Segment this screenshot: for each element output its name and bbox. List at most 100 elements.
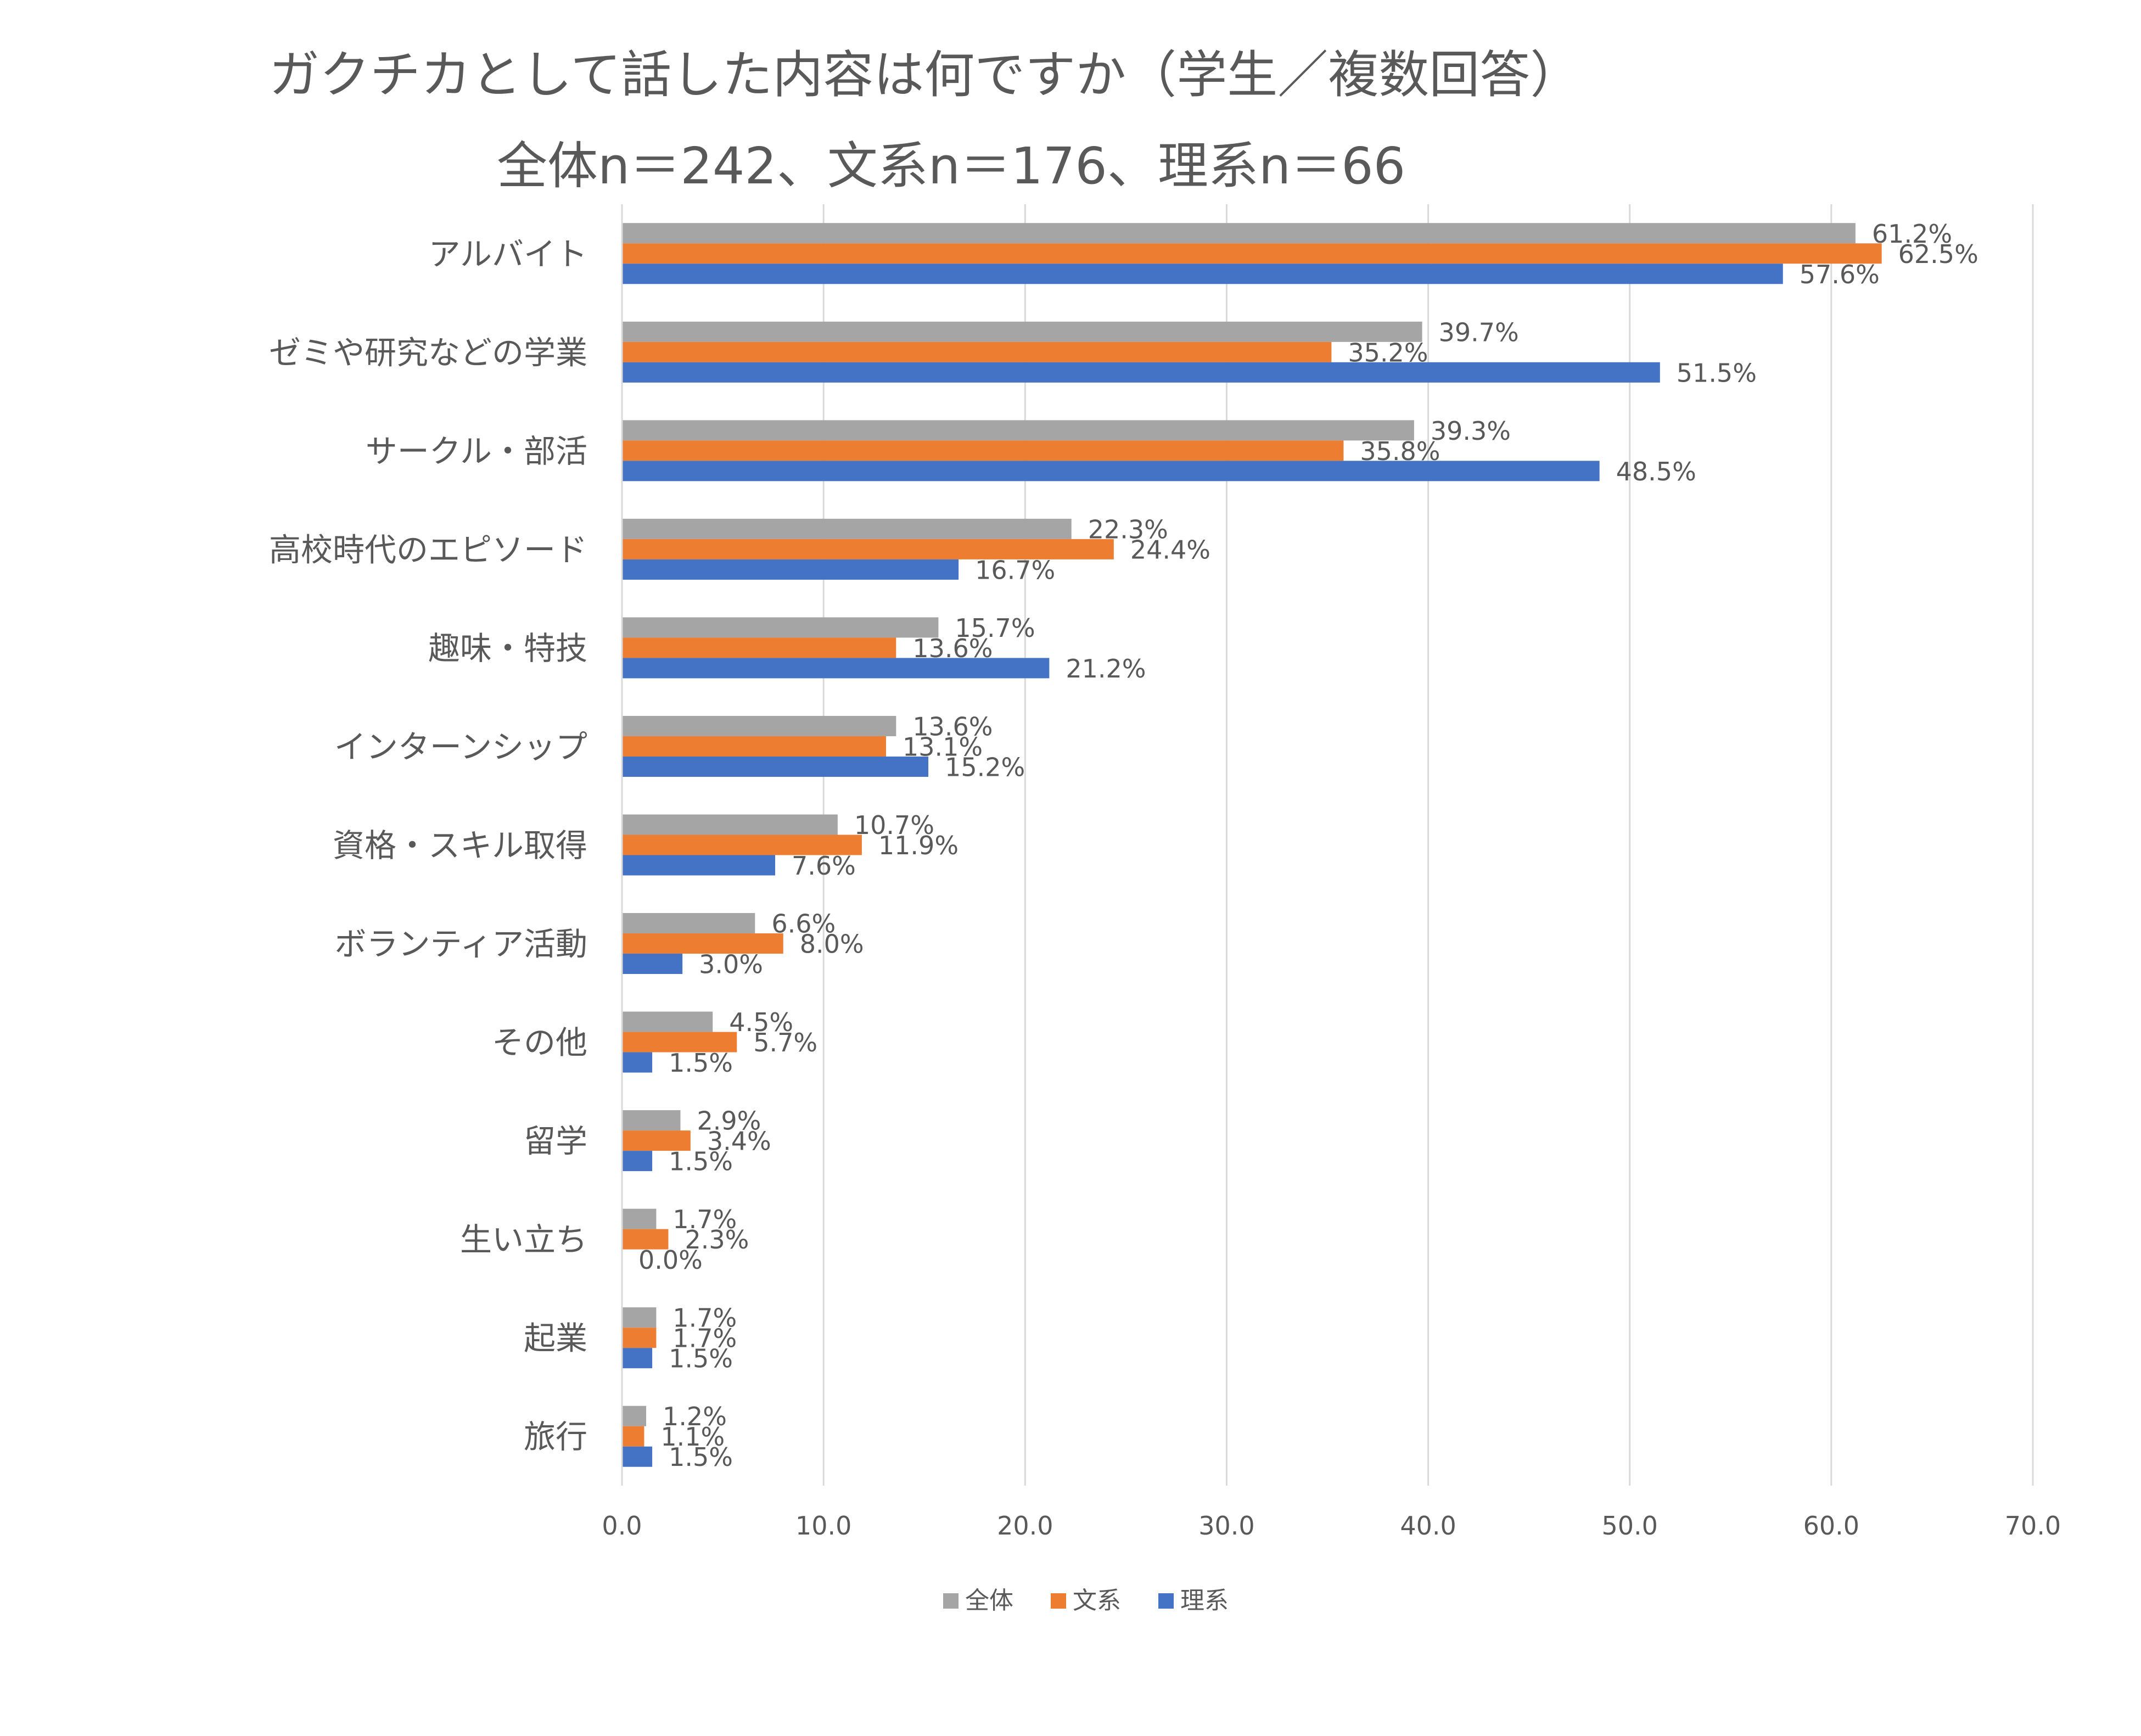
bar-humanities — [622, 243, 1882, 264]
bar-all — [622, 1307, 657, 1328]
data-label: 1.7% — [672, 1205, 737, 1234]
category-label: 資格・スキル取得 — [333, 827, 587, 864]
bar-all — [622, 715, 896, 736]
category-label: 生い立ち — [460, 1221, 587, 1258]
bar-all — [622, 518, 1072, 539]
legend-swatch — [943, 1593, 959, 1609]
data-label: 48.5% — [1616, 457, 1696, 486]
data-label: 11.9% — [878, 831, 959, 860]
bar-science — [622, 559, 959, 580]
bar-science — [622, 1446, 653, 1467]
bar-humanities — [622, 736, 886, 757]
data-label: 35.2% — [1348, 338, 1428, 367]
data-label: 13.1% — [903, 732, 983, 761]
data-label: 24.4% — [1130, 535, 1210, 564]
data-label: 15.7% — [955, 613, 1035, 643]
bar-science — [622, 1052, 653, 1073]
data-label: 21.2% — [1066, 654, 1146, 684]
bar-all — [622, 814, 838, 835]
x-tick-label: 20.0 — [997, 1511, 1053, 1541]
data-label: 2.3% — [685, 1225, 749, 1255]
category-label: ボランティア活動 — [334, 926, 587, 963]
category-label: 起業 — [524, 1320, 587, 1357]
data-label: 39.7% — [1439, 317, 1519, 347]
data-label: 8.0% — [800, 929, 864, 959]
data-label: 51.5% — [1677, 358, 1757, 388]
data-label: 13.6% — [912, 712, 993, 741]
gridlines — [621, 204, 2034, 1486]
category-label: サークル・部活 — [366, 433, 587, 470]
data-label: 3.4% — [707, 1127, 771, 1156]
data-label: 7.6% — [792, 851, 856, 881]
legend: 全体 文系 理系 — [943, 1587, 1229, 1615]
data-label: 1.5% — [669, 1147, 733, 1177]
data-label: 13.6% — [912, 634, 993, 663]
category-label: 留学 — [524, 1123, 587, 1160]
legend-swatch — [1051, 1593, 1066, 1609]
category-label: その他 — [492, 1024, 587, 1061]
bar-humanities — [622, 1229, 669, 1250]
data-labels: 61.2%62.5% 57.6% 39.7% 35.2% 51.5% 39.3%35.8%… — [638, 219, 1979, 1472]
bar-science — [622, 855, 776, 876]
x-tick-label: 40.0 — [1400, 1511, 1456, 1541]
x-tick-label: 10.0 — [795, 1511, 851, 1541]
bar-humanities — [622, 1426, 644, 1447]
legend-label: 理系 — [1180, 1587, 1229, 1615]
bar-humanities — [622, 637, 896, 658]
category-label: 趣味・特技 — [428, 630, 587, 667]
data-label: 3.0% — [699, 950, 763, 979]
data-label: 35.8% — [1360, 436, 1440, 466]
data-label: 1.7% — [672, 1303, 737, 1333]
bar-humanities — [622, 440, 1344, 461]
data-label: 62.5% — [1898, 239, 1979, 269]
data-label: 2.9% — [697, 1106, 761, 1136]
data-label: 5.7% — [753, 1028, 817, 1057]
x-tick-label: 60.0 — [1803, 1511, 1859, 1541]
category-label: 高校時代のエピソード — [269, 531, 587, 568]
data-label: 57.6% — [1800, 260, 1880, 289]
data-label: 16.7% — [975, 555, 1055, 585]
bar-humanities — [622, 341, 1332, 362]
bar-humanities — [622, 835, 862, 855]
bar-humanities — [622, 1032, 737, 1052]
bar-all — [622, 913, 755, 934]
bar-humanities — [622, 1328, 657, 1348]
data-label: 1.5% — [669, 1048, 733, 1078]
bar-science — [622, 954, 683, 975]
data-label: 15.2% — [945, 752, 1025, 782]
data-label: 1.1% — [660, 1422, 725, 1452]
data-label: 22.3% — [1088, 514, 1168, 544]
x-tick-label: 30.0 — [1198, 1511, 1254, 1541]
data-label: 0.0% — [638, 1245, 703, 1275]
legend-label: 文系 — [1073, 1587, 1121, 1615]
bar-all — [622, 1110, 681, 1131]
bar-science — [622, 264, 1783, 284]
data-label: 61.2% — [1872, 219, 1952, 249]
bar-all — [622, 1208, 657, 1229]
bar-science — [622, 756, 929, 777]
bar-science — [622, 461, 1600, 481]
x-tick-label: 70.0 — [2005, 1511, 2061, 1541]
bar-all — [622, 1011, 713, 1032]
data-label: 39.3% — [1431, 416, 1511, 446]
data-label: 1.7% — [672, 1324, 737, 1353]
bar-all — [622, 420, 1414, 441]
bar-science — [622, 1348, 653, 1369]
legend-label: 全体 — [965, 1587, 1013, 1615]
data-label: 4.5% — [729, 1007, 793, 1037]
bar-science — [622, 1151, 653, 1172]
data-label: 1.5% — [669, 1344, 733, 1374]
data-label: 1.2% — [663, 1402, 727, 1431]
bar-all — [622, 617, 939, 638]
bar-all — [622, 321, 1422, 342]
data-label: 6.6% — [771, 909, 836, 939]
bar-all — [622, 223, 1856, 244]
chart-title: ガクチカとして話した内容は何ですか（学生／複数回答） — [269, 46, 1581, 104]
bar-all — [622, 1405, 647, 1426]
category-label: ゼミや研究などの学業 — [269, 334, 587, 371]
data-label: 10.7% — [854, 810, 934, 840]
category-label: 旅行 — [524, 1418, 587, 1455]
x-tick-label: 50.0 — [1602, 1511, 1658, 1541]
